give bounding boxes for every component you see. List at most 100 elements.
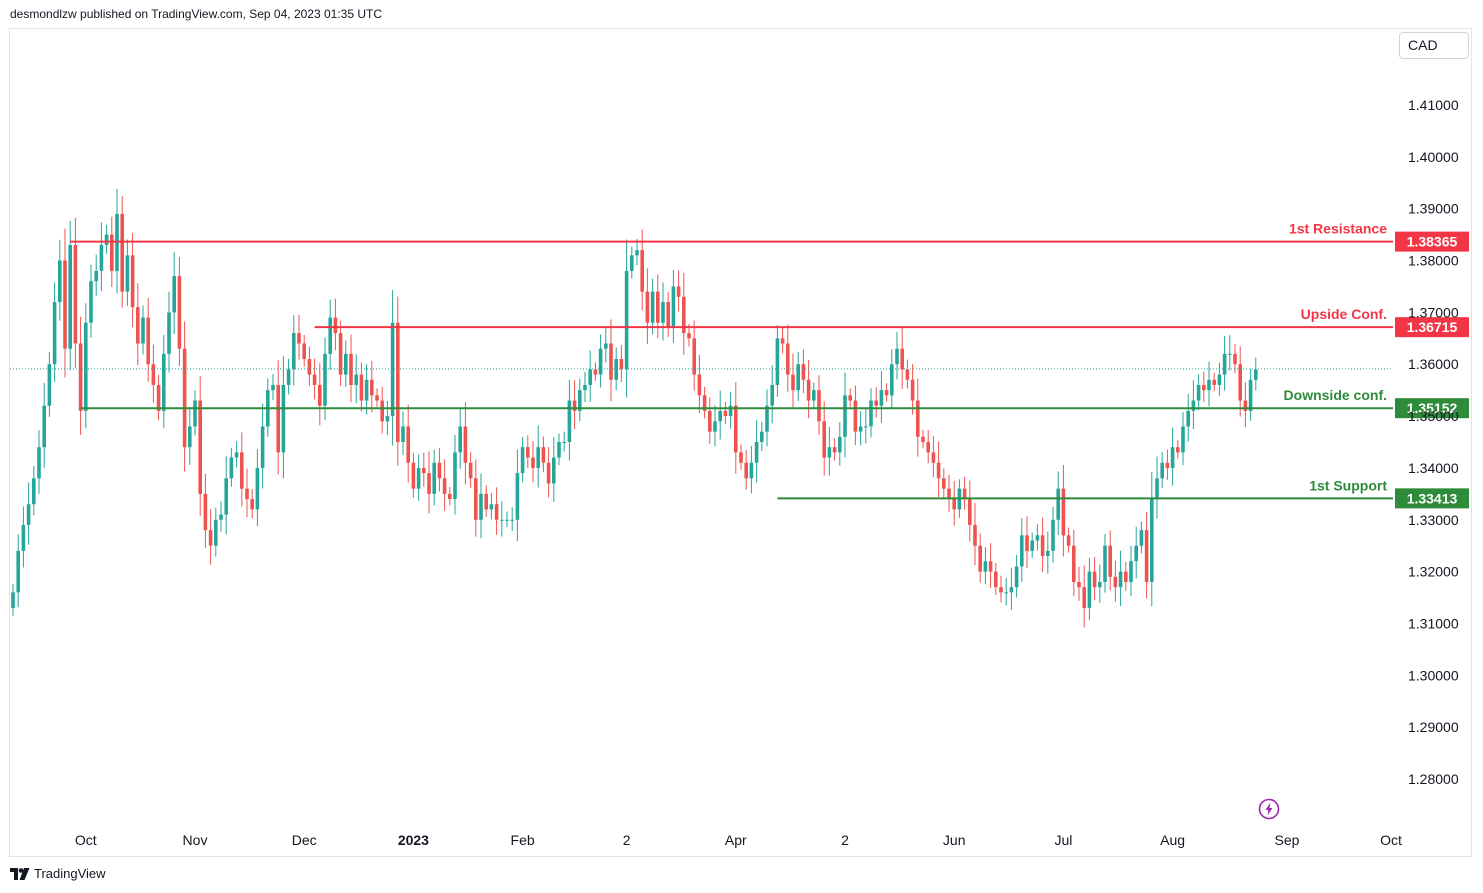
candle [307, 346, 312, 387]
candle [666, 291, 670, 338]
candle-body [619, 359, 624, 370]
candle-body [931, 452, 936, 463]
candle [515, 449, 520, 542]
candle [370, 360, 374, 413]
candle [598, 334, 603, 388]
candle [936, 441, 941, 498]
candle-body [728, 405, 733, 417]
candle [58, 239, 62, 321]
candle [624, 239, 629, 398]
candle [193, 390, 197, 436]
candle-body [333, 317, 338, 334]
candle [1181, 412, 1185, 466]
candle [500, 501, 504, 537]
candle-body [78, 343, 83, 411]
candle-body [682, 296, 686, 334]
candle [1170, 427, 1175, 486]
candle-body [172, 276, 176, 313]
candle [1233, 344, 1237, 374]
currency-selector[interactable]: CAD [1399, 32, 1469, 59]
candle [42, 382, 46, 468]
candle [146, 298, 150, 382]
candle-body [801, 364, 806, 380]
candle-body [936, 462, 941, 479]
candle [1139, 521, 1144, 554]
time-tick-label: Apr [725, 832, 747, 848]
candle-body [1176, 447, 1180, 453]
candle [318, 363, 322, 426]
candle [536, 425, 540, 488]
candle-body [812, 390, 816, 401]
candle-body [650, 291, 655, 323]
candle [359, 362, 364, 412]
candle-body [531, 457, 535, 468]
candle [812, 382, 816, 408]
candle [1134, 526, 1138, 579]
candle [94, 254, 98, 296]
candle-body [827, 447, 832, 458]
candle-body [1035, 535, 1040, 541]
candle-body [328, 317, 332, 354]
candle [650, 278, 655, 335]
candle [110, 216, 114, 288]
candle [468, 452, 473, 488]
candle-body [645, 291, 650, 323]
candle-body [104, 234, 109, 245]
candle [177, 256, 182, 366]
candle [188, 406, 192, 465]
candle-body [302, 343, 306, 360]
candle-body [396, 322, 400, 442]
candle-body [453, 452, 457, 500]
candle-body [630, 255, 634, 271]
lightning-bolt-icon[interactable] [1258, 798, 1280, 820]
candle [874, 387, 878, 418]
candle [858, 411, 863, 446]
candle-body [661, 302, 665, 323]
candle-body [245, 488, 249, 500]
candle [723, 401, 728, 425]
footer[interactable]: TradingView [10, 866, 106, 881]
candle-body [671, 286, 676, 328]
candle-body [567, 400, 572, 442]
candle-body [1144, 530, 1149, 582]
candle-body [500, 519, 504, 521]
candle-body [42, 405, 46, 448]
candle-body [68, 244, 72, 349]
candle [224, 456, 228, 535]
candle-body [359, 374, 364, 401]
price-tick-label: 1.41000 [1408, 97, 1459, 113]
candle-body [1139, 530, 1144, 546]
candle [73, 217, 78, 368]
candle [432, 449, 436, 506]
candle-body [307, 359, 312, 375]
candle-body [1155, 478, 1159, 500]
candle [1150, 472, 1154, 607]
candle [448, 486, 452, 506]
candle [562, 431, 566, 452]
candle-body [162, 353, 166, 411]
candle [822, 401, 826, 476]
candle-body [1103, 545, 1107, 582]
candle-body [390, 322, 395, 417]
candle-body [869, 400, 873, 427]
candle [999, 576, 1003, 603]
candle-body [146, 317, 150, 365]
candle [240, 432, 244, 507]
candle [916, 378, 920, 457]
candle-body [110, 234, 114, 271]
candle-body [411, 462, 416, 489]
candle-body [349, 353, 353, 385]
candle-body [1186, 410, 1190, 427]
candle-body [796, 364, 800, 391]
level-name-label: 1st Resistance [1289, 221, 1387, 237]
candle [401, 411, 405, 456]
candle [905, 359, 910, 389]
candle-body [890, 364, 894, 396]
candle [271, 373, 275, 401]
candle [718, 390, 722, 440]
candle-body [786, 343, 790, 375]
level-name-label: 1st Support [1309, 477, 1387, 493]
candle [489, 493, 494, 520]
price-tick-label: 1.31000 [1408, 615, 1459, 631]
